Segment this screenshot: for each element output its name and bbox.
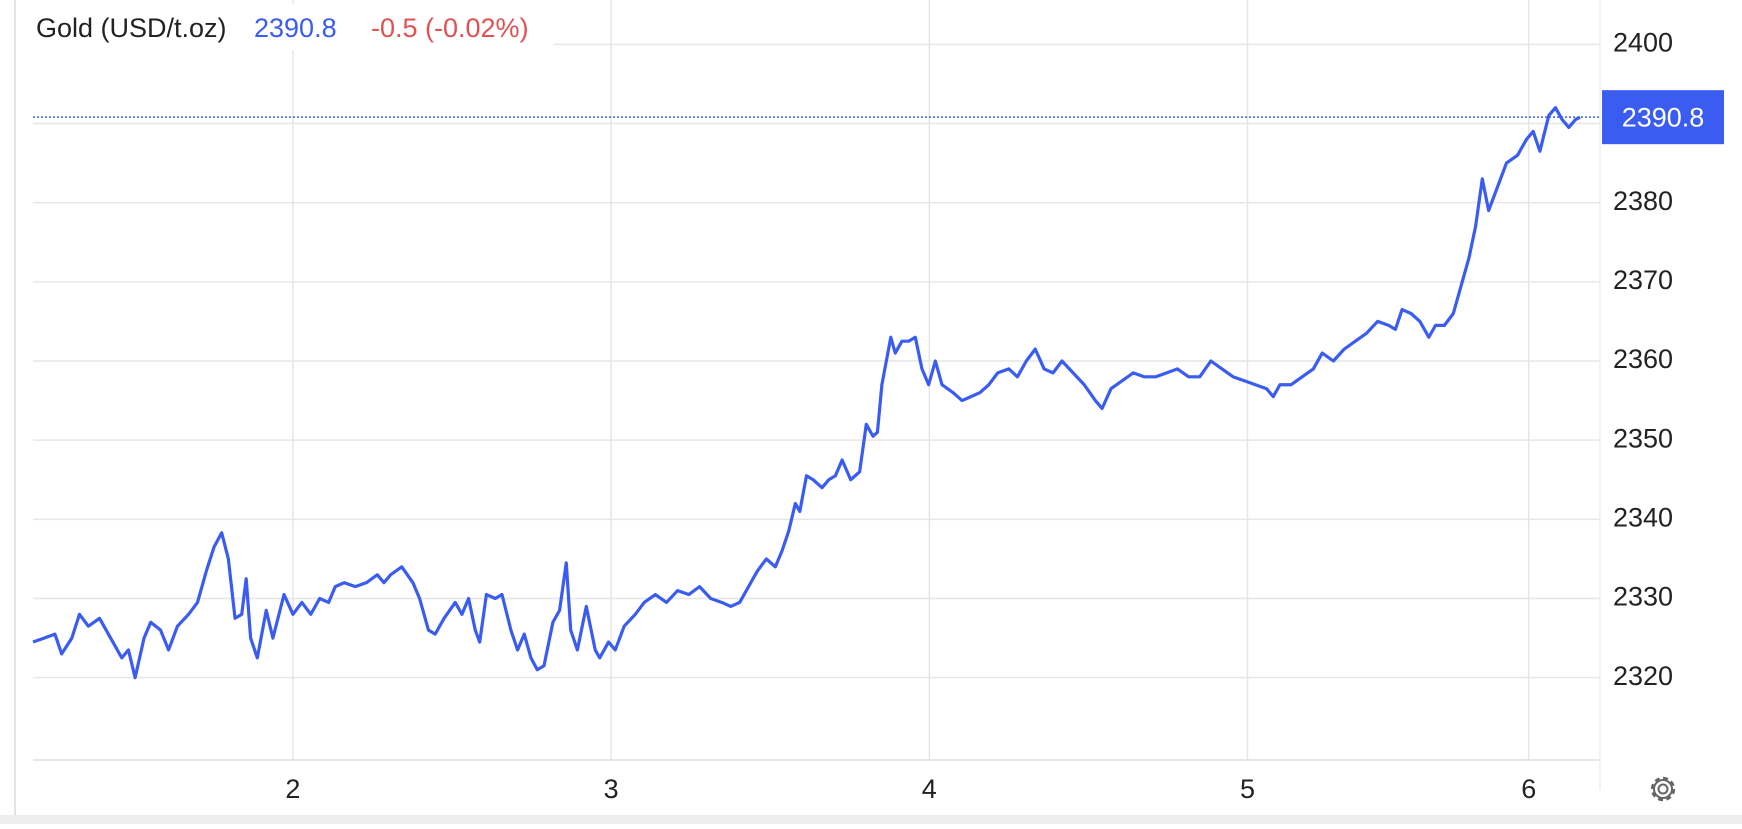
bottom-band bbox=[0, 815, 1742, 824]
y-tick-label: 2320 bbox=[1613, 661, 1673, 691]
x-tick-label: 3 bbox=[604, 774, 619, 804]
header-price: 2390.8 bbox=[254, 13, 337, 43]
grid bbox=[33, 0, 1601, 790]
x-tick-label: 5 bbox=[1240, 774, 1255, 804]
price-line bbox=[32, 106, 1581, 680]
last-price-tag bbox=[1602, 90, 1724, 145]
x-tick-label: 2 bbox=[285, 774, 300, 804]
settings-icon[interactable] bbox=[1650, 776, 1676, 802]
y-tick-label: 2370 bbox=[1613, 265, 1673, 295]
plot bbox=[32, 106, 1600, 680]
header-bg bbox=[26, 4, 554, 50]
axes: 2320233023402350236023702380239024002345… bbox=[285, 27, 1724, 804]
y-tick-label: 2380 bbox=[1613, 186, 1673, 216]
y-tick-label: 2330 bbox=[1613, 582, 1673, 612]
x-tick-label: 4 bbox=[922, 774, 937, 804]
y-tick-label: 2400 bbox=[1613, 27, 1673, 57]
y-tick-label: 2350 bbox=[1613, 423, 1673, 453]
last-price-label: 2390.8 bbox=[1622, 102, 1705, 132]
y-tick-label: 2340 bbox=[1613, 502, 1673, 532]
x-tick-label: 6 bbox=[1521, 774, 1536, 804]
header-change: -0.5 (-0.02%) bbox=[371, 13, 529, 43]
y-tick-label: 2360 bbox=[1613, 344, 1673, 374]
chart-title: Gold (USD/t.oz) bbox=[36, 13, 227, 43]
